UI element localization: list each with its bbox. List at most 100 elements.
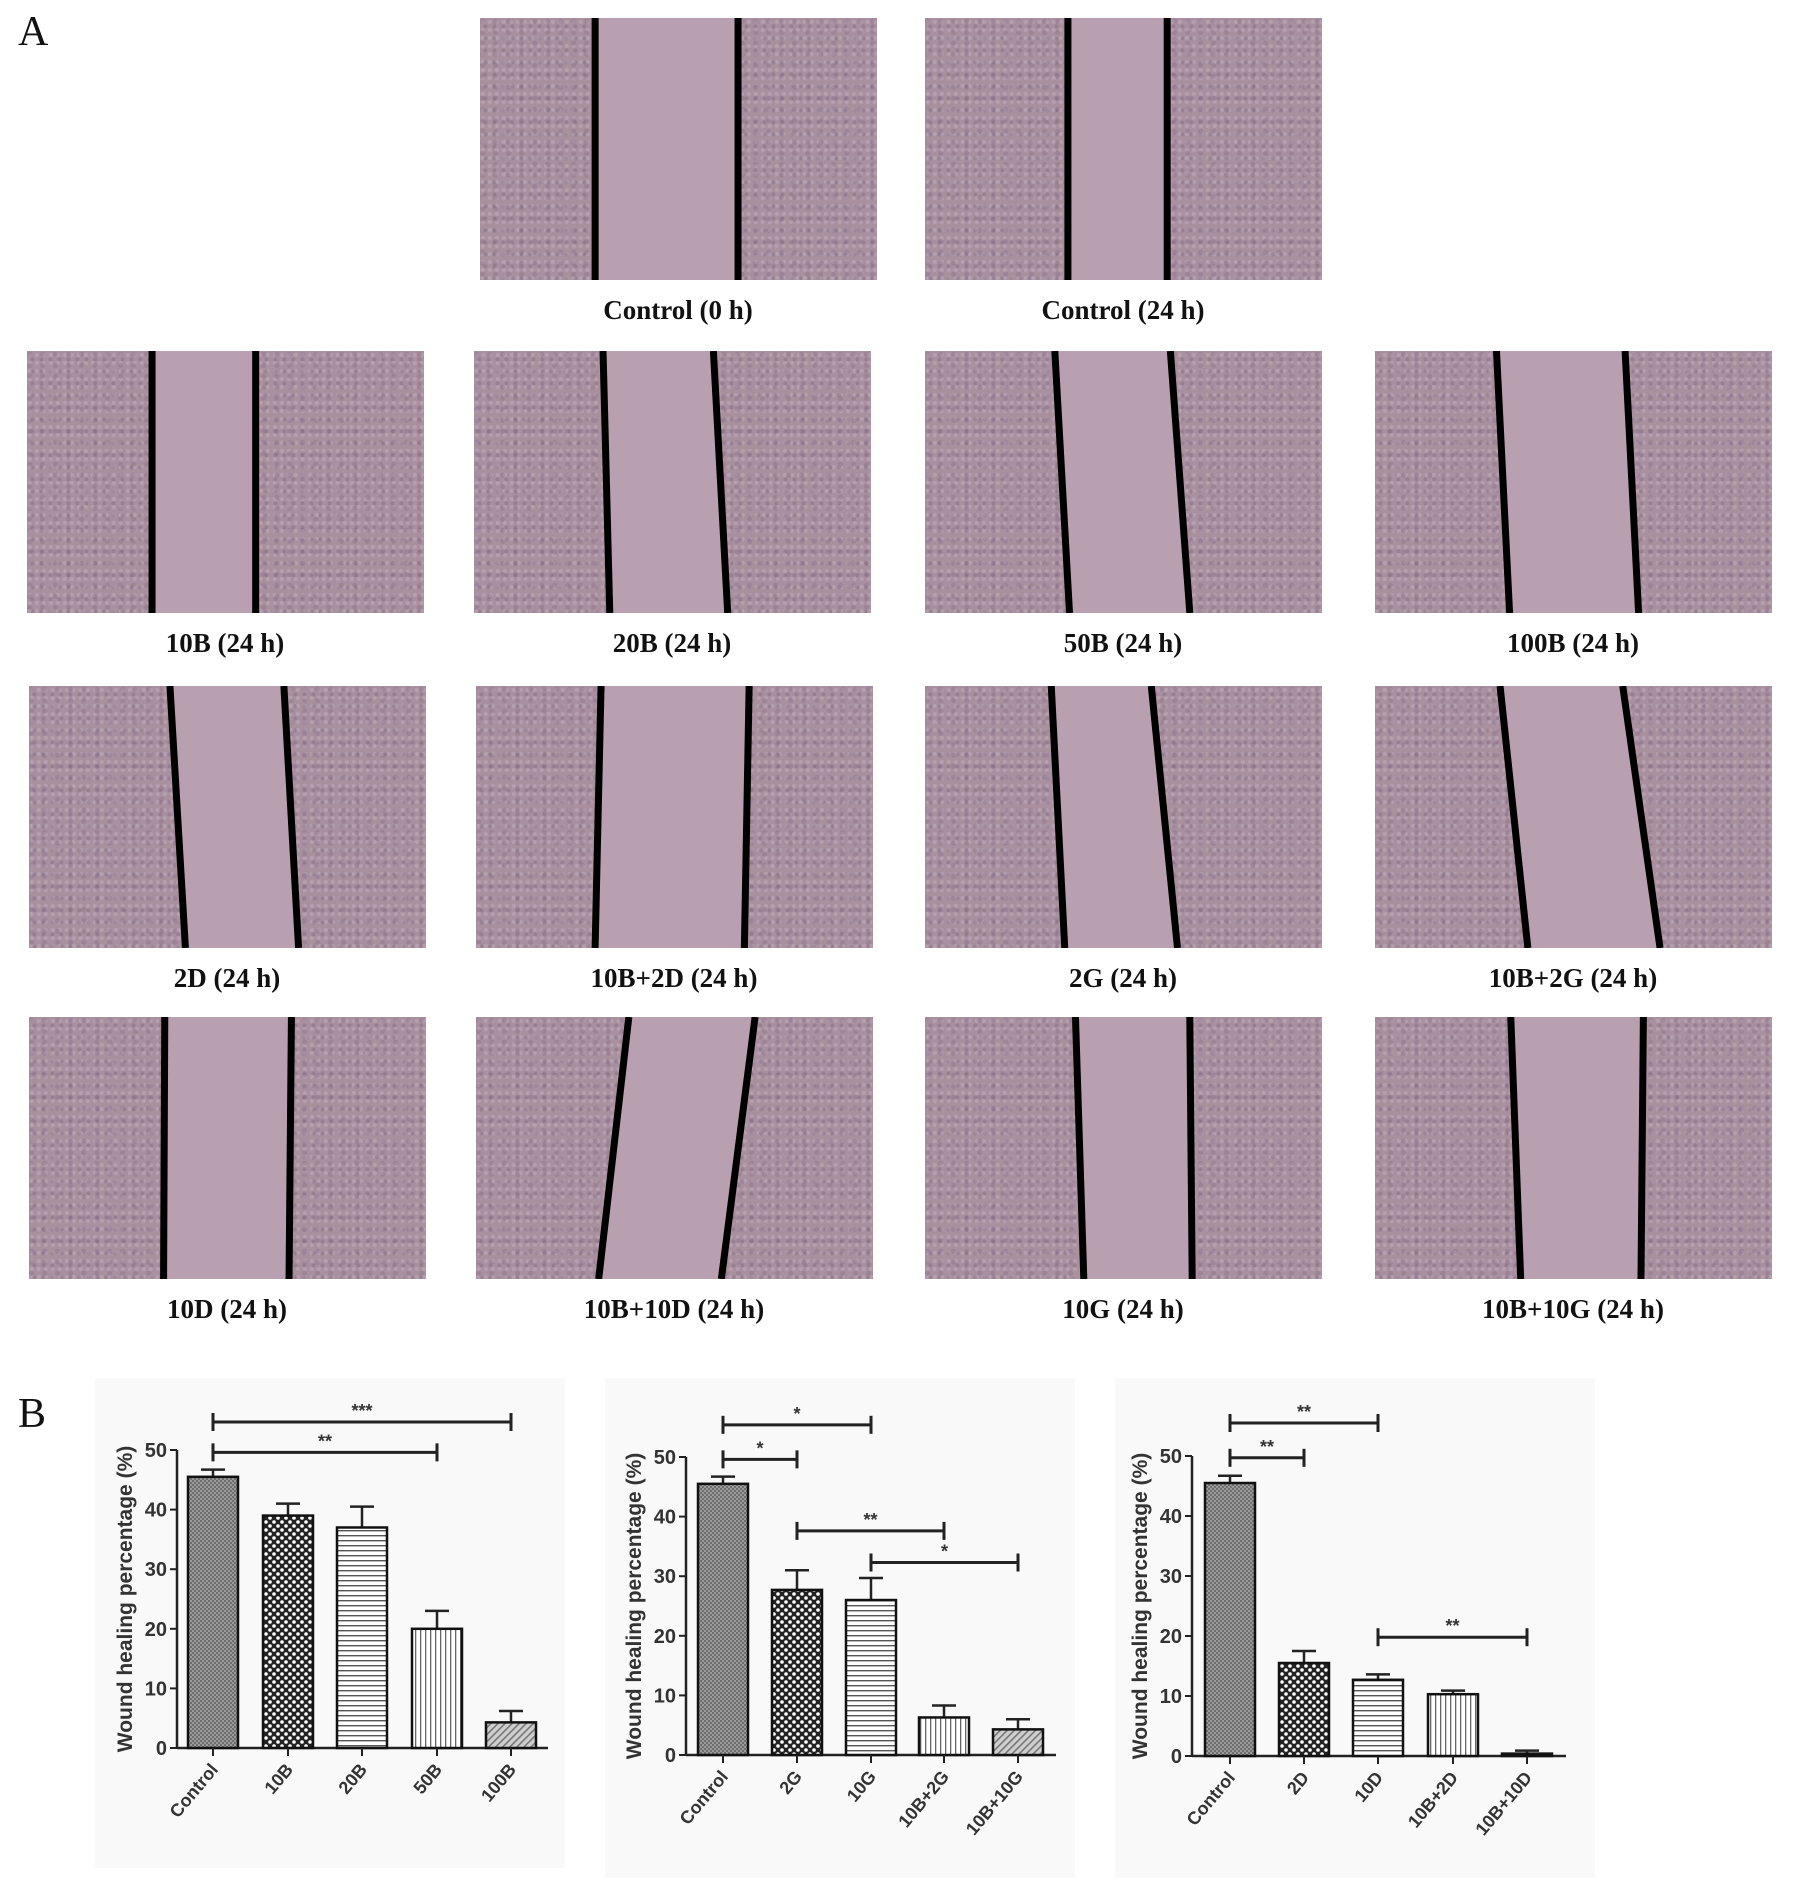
bar-20B (335, 1526, 389, 1750)
photo-label: Control (24 h) (1041, 295, 1205, 325)
photo-label: 10D (24 h) (167, 1294, 287, 1324)
wound-gap (152, 351, 256, 613)
x-tick-label: 10B+2G (894, 1767, 953, 1832)
x-tick-label: Control (166, 1760, 222, 1822)
y-tick-label: 20 (654, 1626, 676, 1648)
y-tick-label: 30 (145, 1559, 167, 1581)
y-tick-label: 0 (665, 1745, 676, 1767)
wound-gap (1067, 18, 1168, 280)
wound-gap (1510, 1017, 1644, 1279)
x-tick-label: Control (1183, 1768, 1239, 1830)
photo-label: 10B (24 h) (165, 628, 285, 658)
y-tick-label: 20 (1160, 1626, 1182, 1648)
wound-edge-line (1051, 351, 1074, 613)
wound-gap (1075, 1017, 1193, 1279)
bar-100B (484, 1721, 538, 1750)
x-tick-label: 10B+10D (1472, 1768, 1537, 1840)
wound-edge-line (166, 686, 189, 948)
wound-micrograph (1375, 351, 1772, 613)
wound-gap (1500, 686, 1661, 948)
y-tick-label: 40 (654, 1507, 676, 1529)
y-tick-label: 50 (145, 1440, 167, 1462)
panel-b-letter: B (18, 1391, 47, 1437)
y-tick-label: 10 (145, 1678, 167, 1700)
wound-gap (595, 686, 750, 948)
chart-background-3 (1115, 1378, 1595, 1878)
y-tick-label: 10 (654, 1685, 676, 1707)
bar-10B+2G (917, 1716, 971, 1757)
x-tick-label: 10B+2D (1404, 1768, 1462, 1832)
wound-edge-line (1507, 1017, 1525, 1279)
bar-Control (696, 1482, 750, 1757)
wound-edge-line (1492, 351, 1514, 613)
photo-label: 10B+10D (24 h) (583, 1294, 765, 1324)
wound-edge-line (1147, 686, 1181, 948)
wound-edge-line (1619, 686, 1664, 948)
bar-10B (261, 1514, 315, 1750)
wound-micrograph (1375, 1017, 1772, 1279)
wound-micrograph (925, 686, 1322, 948)
wound-gap (169, 686, 299, 948)
wound-edge-line (1621, 351, 1643, 613)
y-axis-label: Wound healing percentage (%) (623, 1453, 646, 1759)
wound-edge-line (591, 686, 605, 948)
photo-label: 20B (24 h) (612, 628, 732, 658)
x-tick-label: 50B (410, 1760, 447, 1798)
bar-10B+10D (1500, 1752, 1554, 1758)
x-tick-label: 2G (775, 1767, 806, 1798)
y-tick-label: 40 (1160, 1506, 1182, 1528)
wound-edge-line (1047, 686, 1069, 948)
y-tick-label: 10 (1160, 1686, 1182, 1708)
wound-edge-line (1637, 1017, 1647, 1279)
wound-edge-line (1496, 686, 1532, 948)
wound-micrograph (925, 351, 1322, 613)
wound-micrograph (1375, 686, 1772, 948)
significance-label: ** (1260, 1437, 1274, 1457)
wound-edge-line (717, 1017, 759, 1279)
wound-edge-line (1186, 1017, 1196, 1279)
wound-micrograph (925, 1017, 1322, 1279)
wound-edge-line (740, 686, 753, 948)
wound-gap (1054, 351, 1190, 613)
x-tick-label: 2D (1283, 1768, 1313, 1798)
wound-micrograph (925, 18, 1322, 280)
significance-label: * (793, 1404, 800, 1424)
y-tick-label: 40 (145, 1500, 167, 1522)
chart-background-2 (605, 1378, 1075, 1878)
wound-micrograph (27, 351, 424, 613)
significance-label: ** (1445, 1616, 1459, 1636)
wound-gap (595, 18, 739, 280)
photo-label: 100B (24 h) (1506, 628, 1639, 658)
significance-label: * (756, 1438, 763, 1458)
wound-micrograph (476, 1017, 873, 1279)
x-tick-label: Control (676, 1767, 732, 1829)
wound-gap (603, 351, 728, 613)
x-tick-label: 10D (1351, 1768, 1388, 1806)
wound-gap (1496, 351, 1639, 613)
x-tick-label: 10G (843, 1767, 880, 1806)
bar-2D (1277, 1661, 1331, 1758)
y-tick-label: 0 (1171, 1746, 1182, 1768)
wound-gap (598, 1017, 756, 1279)
wound-edge-line (595, 1017, 633, 1279)
wound-edge-line (709, 351, 732, 613)
y-axis-label: Wound healing percentage (%) (114, 1446, 137, 1752)
wound-edge-line (280, 686, 303, 948)
bar-Control (1203, 1481, 1257, 1758)
bar-50B (410, 1627, 464, 1750)
photo-label: 2D (24 h) (173, 963, 281, 993)
significance-label: ** (1297, 1402, 1311, 1422)
y-tick-label: 20 (145, 1619, 167, 1641)
bar-10D (1351, 1678, 1405, 1758)
y-tick-label: 0 (156, 1738, 167, 1760)
photo-label: 50B (24 h) (1063, 628, 1183, 658)
panel-a-letter: A (18, 9, 49, 55)
x-tick-label: 10B (261, 1760, 298, 1798)
photo-label: 10B+2G (24 h) (1488, 963, 1658, 993)
significance-label: * (941, 1541, 948, 1561)
photo-label: Control (0 h) (603, 295, 753, 325)
bar-Control (186, 1475, 240, 1750)
wound-edge-line (599, 351, 614, 613)
